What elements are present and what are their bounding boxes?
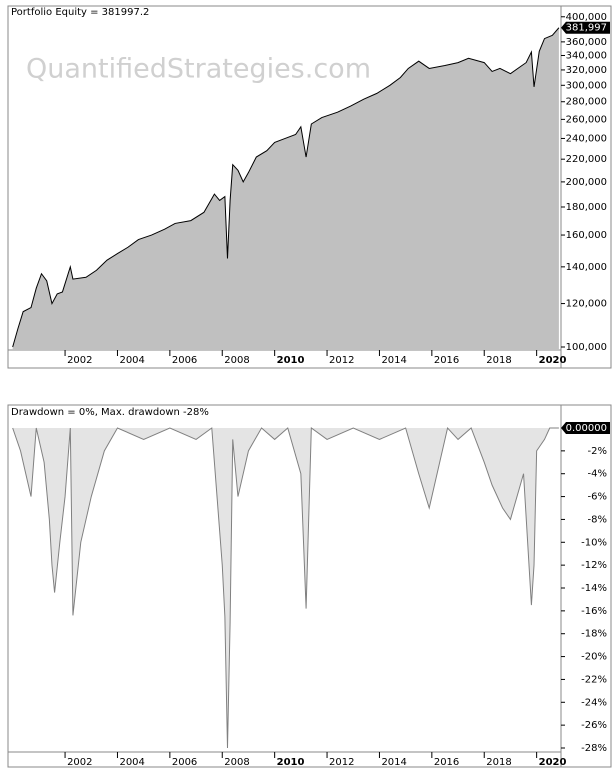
x-tick-label: 2020 bbox=[539, 355, 567, 366]
chart-title: Portfolio Equity = 381997.2 bbox=[11, 7, 149, 18]
x-tick-label: 2002 bbox=[67, 355, 92, 366]
y-tick-label: 100,000 bbox=[566, 342, 607, 353]
y-tick-label: -2% bbox=[588, 446, 607, 457]
x-tick-label: 2008 bbox=[224, 355, 249, 366]
y-tick-label: -18% bbox=[581, 629, 607, 640]
y-tick-label: -8% bbox=[588, 514, 607, 525]
watermark: QuantifiedStrategies.com bbox=[26, 54, 371, 85]
x-tick-label: 2010 bbox=[277, 355, 305, 366]
x-tick-label: 2020 bbox=[539, 757, 567, 768]
x-tick-label: 2004 bbox=[119, 757, 144, 768]
y-tick-label: -10% bbox=[581, 537, 607, 548]
line bbox=[12, 27, 560, 348]
area-fill bbox=[12, 27, 559, 351]
y-tick-label: -24% bbox=[581, 697, 607, 708]
y-tick-label: 400,000 bbox=[566, 12, 607, 23]
x-tick-label: 2016 bbox=[434, 355, 459, 366]
x-tick-label: 2014 bbox=[381, 757, 406, 768]
panel-frame bbox=[7, 5, 612, 369]
y-tick-label: 340,000 bbox=[566, 50, 607, 61]
area-fill bbox=[12, 428, 559, 748]
x-tick-label: 2012 bbox=[329, 757, 354, 768]
y-tick-label: 240,000 bbox=[566, 133, 607, 144]
y-tick-label: 300,000 bbox=[566, 80, 607, 91]
x-tick-label: 2016 bbox=[434, 757, 459, 768]
y-tick-label: 160,000 bbox=[566, 230, 607, 241]
y-tick-label: 360,000 bbox=[566, 37, 607, 48]
x-tick-label: 2006 bbox=[172, 757, 197, 768]
panel-frame bbox=[7, 404, 612, 768]
y-tick-label: -4% bbox=[588, 469, 607, 480]
value-tag bbox=[561, 422, 610, 434]
x-tick-label: 2008 bbox=[224, 757, 249, 768]
y-tick-label: -14% bbox=[581, 583, 607, 594]
value-label: 381,997 bbox=[566, 23, 607, 34]
y-tick-label: -12% bbox=[581, 560, 607, 571]
value-label: 0.00000 bbox=[566, 423, 607, 434]
y-tick-label: 260,000 bbox=[566, 114, 607, 125]
y-tick-label: 220,000 bbox=[566, 154, 607, 165]
x-tick-label: 2006 bbox=[172, 355, 197, 366]
x-tick-label: 2018 bbox=[486, 355, 511, 366]
chart-title: Drawdown = 0%, Max. drawdown -28% bbox=[11, 407, 209, 418]
y-tick-label: 140,000 bbox=[566, 262, 607, 273]
x-tick-label: 2004 bbox=[119, 355, 144, 366]
y-tick-label: 180,000 bbox=[566, 202, 607, 213]
value-tag bbox=[561, 21, 610, 34]
x-tick-label: 2018 bbox=[486, 757, 511, 768]
x-tick-label: 2012 bbox=[329, 355, 354, 366]
y-tick-label: -20% bbox=[581, 652, 607, 663]
y-tick-label: -28% bbox=[581, 743, 607, 754]
y-tick-label: 320,000 bbox=[566, 65, 607, 76]
y-tick-label: -26% bbox=[581, 720, 607, 731]
y-tick-label: -16% bbox=[581, 606, 607, 617]
y-tick-label: -22% bbox=[581, 674, 607, 685]
y-tick-label: 120,000 bbox=[566, 299, 607, 310]
y-tick-label: 280,000 bbox=[566, 97, 607, 108]
x-tick-label: 2010 bbox=[277, 757, 305, 768]
x-tick-label: 2002 bbox=[67, 757, 92, 768]
y-tick-label: 200,000 bbox=[566, 177, 607, 188]
x-tick-label: 2014 bbox=[381, 355, 406, 366]
line bbox=[12, 426, 559, 749]
y-tick-label: -6% bbox=[588, 492, 607, 503]
